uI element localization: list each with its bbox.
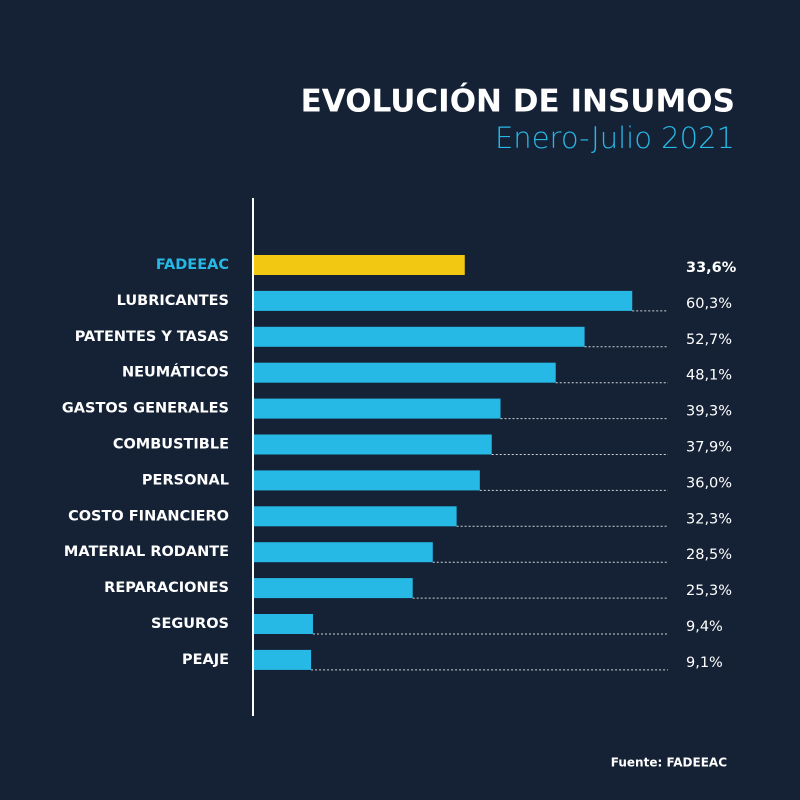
value-label: 28,5% xyxy=(686,547,732,563)
source-note: Fuente: FADEEAC xyxy=(611,756,727,770)
value-label: 25,3% xyxy=(686,583,732,599)
value-label: 9,1% xyxy=(686,655,723,671)
value-label: 36,0% xyxy=(686,475,732,491)
bar xyxy=(254,649,312,670)
value-label: 9,4% xyxy=(686,619,723,635)
value-label: 33,6% xyxy=(686,260,737,276)
bar xyxy=(254,326,585,347)
bar xyxy=(254,614,313,634)
chart-title: EVOLUCIÓN DE INSUMOS xyxy=(301,83,735,120)
category-label: FADEEAC xyxy=(156,257,229,273)
category-label: LUBRICANTES xyxy=(117,293,229,309)
category-label: COSTO FINANCIERO xyxy=(68,508,229,524)
bar xyxy=(254,290,633,311)
category-label: COMBUSTIBLE xyxy=(113,437,229,453)
category-label: PERSONAL xyxy=(142,472,229,488)
value-label: 48,1% xyxy=(686,368,732,384)
value-label: 52,7% xyxy=(686,332,732,348)
bar xyxy=(254,255,465,275)
category-label: REPARACIONES xyxy=(104,580,229,596)
value-label: 39,3% xyxy=(686,404,732,420)
bar xyxy=(254,578,413,599)
bar xyxy=(254,362,556,383)
category-label: PATENTES Y TASAS xyxy=(75,329,229,345)
category-label: MATERIAL RODANTE xyxy=(64,544,229,560)
bar xyxy=(254,434,492,455)
category-label: SEGUROS xyxy=(151,616,229,632)
bar xyxy=(254,542,433,563)
category-label: GASTOS GENERALES xyxy=(62,401,229,417)
category-label: PEAJE xyxy=(182,652,229,668)
bar xyxy=(254,470,480,491)
bar xyxy=(254,506,457,527)
value-label: 37,9% xyxy=(686,440,732,456)
category-label: NEUMÁTICOS xyxy=(122,364,229,381)
value-label: 32,3% xyxy=(686,511,732,527)
value-label: 60,3% xyxy=(686,296,732,312)
bar xyxy=(254,398,501,419)
chart-subtitle: Enero-Julio 2021 xyxy=(495,121,735,155)
